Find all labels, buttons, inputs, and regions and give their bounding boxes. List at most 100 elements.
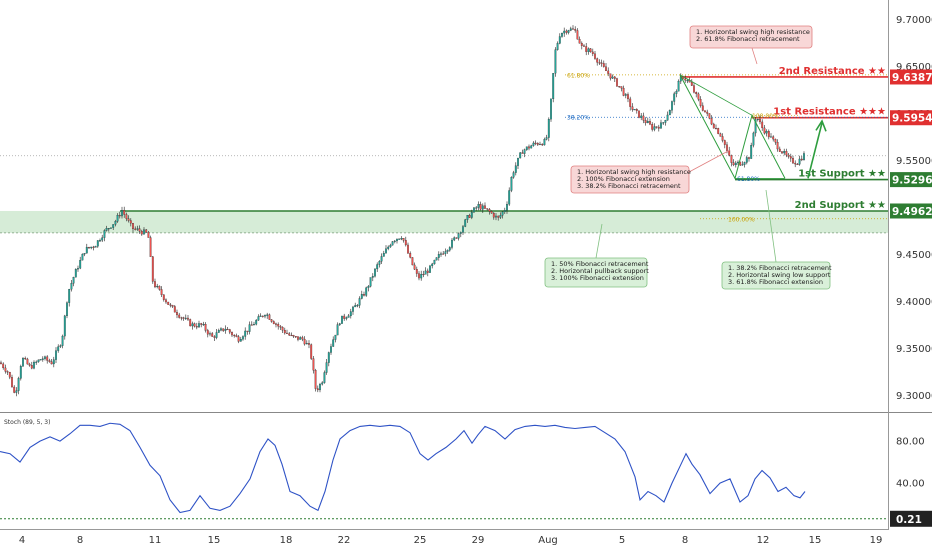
candle-body bbox=[83, 252, 86, 255]
candlestick-series bbox=[0, 25, 805, 397]
stochastic-pane: Stoch (89, 5, 3) 80.00 40.00 0.21 bbox=[0, 419, 932, 527]
candle-body bbox=[486, 208, 489, 210]
candle-body bbox=[393, 240, 396, 242]
candle-body bbox=[510, 177, 513, 191]
candle-body bbox=[99, 240, 101, 242]
candle-body bbox=[464, 219, 467, 227]
candle-body bbox=[281, 327, 284, 331]
candle-body bbox=[594, 53, 596, 59]
candle-body bbox=[748, 157, 750, 159]
candle-body bbox=[138, 228, 141, 232]
candle-body bbox=[422, 273, 425, 276]
candle-body bbox=[484, 205, 486, 209]
candle-body bbox=[15, 390, 18, 393]
candle-body bbox=[495, 215, 497, 218]
candle-body bbox=[107, 228, 110, 230]
level-tags: 9.63878 9.59545 9.52966 9.49629 bbox=[890, 69, 932, 219]
candle-body bbox=[580, 43, 583, 46]
candle-body bbox=[598, 62, 601, 64]
candle-body bbox=[798, 158, 801, 165]
candle-body bbox=[61, 335, 64, 346]
candle-body bbox=[706, 111, 709, 114]
candle-body bbox=[442, 253, 445, 255]
candle-body bbox=[591, 51, 594, 54]
candle-body bbox=[763, 127, 766, 134]
candle-body bbox=[776, 142, 779, 150]
candle-body bbox=[105, 228, 108, 231]
candle-body bbox=[655, 126, 658, 128]
candle-body bbox=[26, 358, 29, 365]
candle-body bbox=[253, 324, 255, 326]
candle-body bbox=[583, 45, 585, 47]
candle-body bbox=[189, 319, 192, 327]
level-tag bbox=[890, 172, 932, 188]
candle-body bbox=[411, 257, 414, 266]
candle-body bbox=[204, 324, 207, 331]
candle-body bbox=[332, 339, 335, 347]
price-tick-label: 9.40000 bbox=[896, 297, 932, 308]
candle-body bbox=[787, 154, 790, 157]
stoch-current-label: 0.21 bbox=[896, 514, 922, 526]
candle-body bbox=[477, 204, 480, 208]
candle-body bbox=[745, 157, 748, 163]
candle-body bbox=[94, 246, 97, 248]
candle-body bbox=[536, 143, 539, 145]
candle-body bbox=[402, 238, 405, 241]
time-axis: 4 8 11 15 18 22 25 29 Aug 5 8 12 15 19 bbox=[19, 535, 883, 546]
candle-body bbox=[103, 230, 106, 238]
candle-body bbox=[726, 144, 728, 151]
candle-body bbox=[602, 63, 605, 67]
candle-body bbox=[292, 335, 295, 337]
candle-body bbox=[382, 253, 385, 257]
candle-body bbox=[611, 76, 614, 79]
candle-body bbox=[545, 137, 548, 140]
candle-body bbox=[767, 131, 770, 138]
candle-body bbox=[330, 346, 332, 353]
candle-body bbox=[772, 136, 775, 140]
callout-line: 1. Horizontal swing high resistance bbox=[577, 168, 691, 176]
candle-body bbox=[147, 232, 150, 238]
candle-body bbox=[211, 333, 214, 337]
price-tick-label: 9.45000 bbox=[896, 250, 932, 261]
candle-body bbox=[385, 248, 387, 254]
time-tick-label: 15 bbox=[208, 535, 221, 546]
time-tick-label: 22 bbox=[338, 535, 351, 546]
candle-body bbox=[347, 315, 350, 318]
candle-body bbox=[24, 358, 27, 360]
price-tick-label: 9.55000 bbox=[896, 156, 932, 167]
candle-body bbox=[409, 253, 412, 258]
price-tick-label: 9.30000 bbox=[896, 391, 932, 402]
candle-body bbox=[587, 48, 590, 52]
candle-body bbox=[101, 237, 104, 241]
candle-body bbox=[690, 81, 693, 86]
candle-body bbox=[59, 345, 62, 347]
level-title: 1st Support ★★ bbox=[798, 169, 886, 180]
candle-body bbox=[336, 324, 339, 336]
candle-body bbox=[312, 358, 315, 371]
time-tick-label: 12 bbox=[757, 535, 770, 546]
candle-body bbox=[620, 86, 623, 89]
candle-body bbox=[145, 229, 148, 233]
stoch-line bbox=[0, 422, 806, 514]
candle-body bbox=[182, 317, 185, 319]
candle-body bbox=[671, 101, 673, 111]
candle-body bbox=[622, 87, 625, 96]
candle-body bbox=[8, 371, 11, 378]
candle-body bbox=[360, 294, 363, 299]
candle-body bbox=[193, 323, 196, 327]
candle-body bbox=[217, 330, 220, 333]
candle-body bbox=[785, 151, 788, 156]
time-tick-label: 11 bbox=[149, 535, 162, 546]
candle-body bbox=[462, 226, 464, 233]
time-tick-label: 5 bbox=[619, 535, 625, 546]
candle-body bbox=[127, 218, 130, 221]
candle-body bbox=[446, 250, 449, 252]
candle-body bbox=[433, 259, 436, 265]
candle-body bbox=[624, 94, 627, 96]
candle-body bbox=[387, 246, 390, 249]
candle-body bbox=[778, 148, 781, 152]
fib-label: 61.80% bbox=[737, 176, 760, 183]
callout-pointer bbox=[765, 189, 777, 263]
candle-body bbox=[508, 190, 511, 205]
candle-body bbox=[662, 122, 665, 124]
